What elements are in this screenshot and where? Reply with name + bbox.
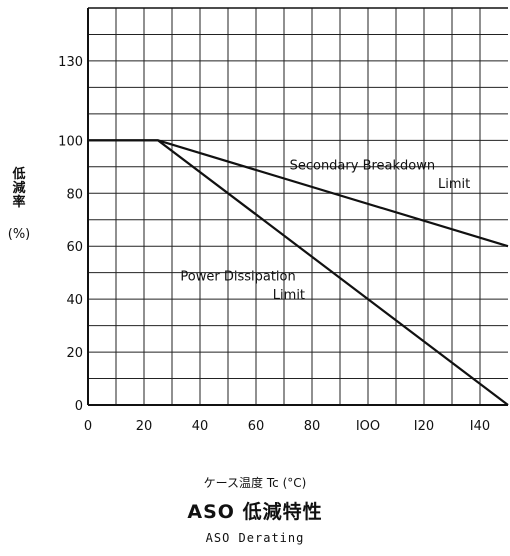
- x-tick-label: I20: [414, 419, 434, 434]
- x-axis-ticks: 0 20 40 60 80 IOO I20 I40: [84, 419, 490, 434]
- y-axis-label: 低減率 (%): [4, 168, 34, 242]
- y-tick-label: 0: [75, 399, 83, 414]
- x-tick-label: 0: [84, 419, 92, 434]
- annotation-label: Power Dissipation: [180, 270, 295, 285]
- y-tick-label: 20: [66, 346, 83, 361]
- y-tick-label: 100: [58, 134, 83, 149]
- y-tick-label: 60: [66, 240, 83, 255]
- y-axis-label-text: 低減率: [12, 167, 26, 210]
- plot-frame: [87, 7, 508, 406]
- x-tick-label: 20: [136, 419, 153, 434]
- annotation-label: Limit: [273, 288, 305, 303]
- y-axis-ticks: 0 20 40 60 80 100 130: [58, 55, 83, 414]
- x-tick-label: I40: [470, 419, 490, 434]
- x-tick-label: 40: [192, 419, 209, 434]
- x-axis-label: ケース温度 Tc (°C): [203, 476, 307, 490]
- chart-title: ASO 低減特性: [187, 501, 323, 523]
- annotation-label: Secondary Breakdown: [290, 158, 436, 173]
- y-tick-label: 80: [66, 187, 83, 202]
- x-tick-label: 80: [304, 419, 321, 434]
- series-line-power-dissipation: [88, 139, 509, 406]
- y-tick-label: 130: [58, 55, 83, 70]
- y-tick-label: 40: [66, 293, 83, 308]
- annotation-label: Limit: [438, 177, 470, 192]
- series-lines: [88, 139, 509, 406]
- x-tick-label: 60: [248, 419, 265, 434]
- y-axis-label-unit: (%): [7, 227, 31, 242]
- grid-lines: [88, 8, 508, 405]
- chart-subtitle: ASO Derating: [205, 531, 305, 545]
- x-tick-label: IOO: [356, 419, 380, 434]
